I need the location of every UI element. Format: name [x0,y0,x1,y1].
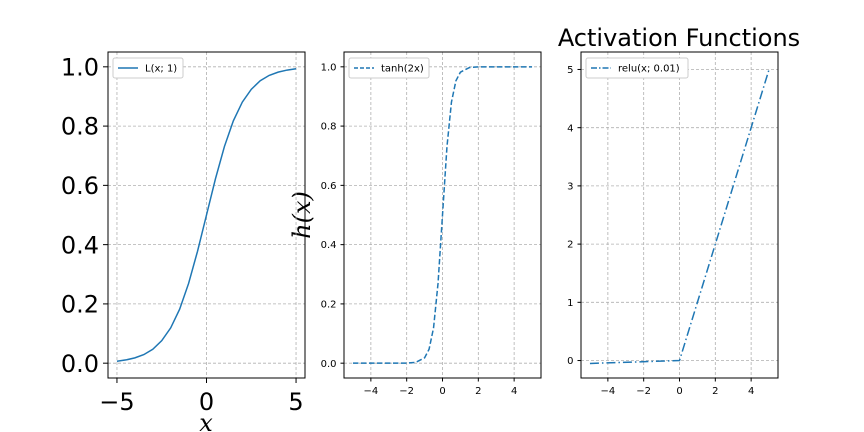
legend-1: L(x; 1) [112,57,184,79]
legend-box [348,57,430,79]
y-tick-label: 0 [567,356,573,367]
y-tick-label: 2 [567,240,573,251]
y-tick-label: 0.4 [321,240,337,251]
x-tick-label: 0 [676,386,682,397]
y-tick-label: 0.6 [321,181,337,192]
x-tick-label: −4 [363,386,378,397]
y-tick-label: 0.0 [61,350,99,378]
figure-title: Activation Functions [558,24,800,52]
x-tick-label: 4 [748,386,754,397]
x-tick-label: 2 [712,386,718,397]
series-line-2 [352,66,533,364]
y-tick-label: 5 [567,65,573,76]
x-tick-label: 0 [199,388,214,416]
x-tick-label: 2 [475,386,481,397]
legend-3: relu(x; 0.01) [585,57,689,79]
legend-label: L(x; 1) [145,64,177,75]
y-tick-label: 0.6 [61,172,99,200]
y-tick-label: 1.0 [61,53,99,81]
series-line-1 [116,68,297,362]
x-tick-label: 5 [288,388,303,416]
y-tick-label: 0.4 [61,231,99,259]
x-tick-label: −5 [99,388,134,416]
y-tick-label: 1 [567,298,573,309]
legend-2: tanh(2x) [348,57,430,79]
y-tick-label: 0.8 [321,122,337,133]
legend-label: relu(x; 0.01) [618,64,680,75]
y-tick-label: 0.8 [61,113,99,141]
y-tick-label: 4 [567,123,573,134]
chart-panel-2: −4 −2 0 2 4 0.0 0.2 0.4 0.6 0.8 1.0 tanh(2x) [321,51,542,397]
x-tick-label: −2 [399,386,414,397]
y-tick-label: 0.0 [321,359,337,370]
legend-box [112,57,184,79]
x-tick-label: −4 [600,386,615,397]
legend-label: tanh(2x) [381,64,424,75]
y-tick-label: 3 [567,181,573,192]
x-tick-label: −2 [636,386,651,397]
y-tick-label: 0.2 [61,291,99,319]
common-y-axis-label: h(x) [288,191,316,239]
chart-panels: −5 0 5 0.0 0.2 0.4 0.6 0.8 1.0 L(x; 1) −4 −2 0 2 4 0.0 0… [61,51,779,416]
chart-panel-3: −4 −2 0 2 4 0 1 2 3 4 5 relu(x; 0.01) [567,51,779,397]
chart-panel-1: −5 0 5 0.0 0.2 0.4 0.6 0.8 1.0 L(x; 1) [61,51,306,416]
series-line-3 [589,69,770,365]
y-tick-label: 1.0 [321,62,337,73]
legend-box [585,57,689,79]
x-tick-label: 0 [439,386,445,397]
common-x-axis-label: x [199,409,213,432]
x-tick-label: 4 [511,386,517,397]
y-tick-label: 0.2 [321,300,337,311]
